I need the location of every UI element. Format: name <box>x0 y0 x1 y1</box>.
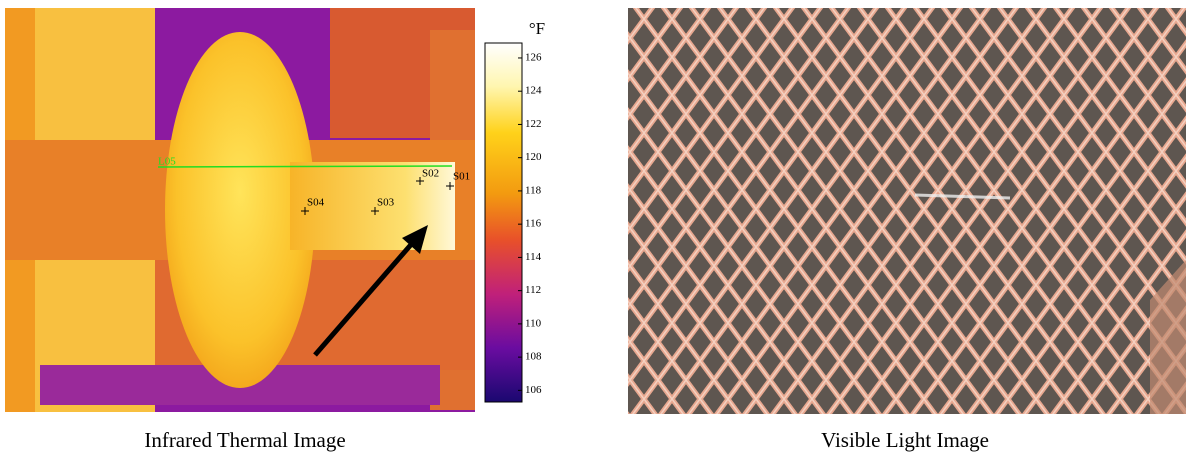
tick-label: 120 <box>525 151 542 163</box>
tick-label: 124 <box>525 85 542 97</box>
thermal-image: L05 S01 S02 S03 S04 <box>5 8 475 412</box>
tick-label: 114 <box>525 251 542 263</box>
tick-label: 110 <box>525 317 542 329</box>
caption: Visible Light Image <box>821 428 989 452</box>
caption: Infrared Thermal Image <box>144 428 345 452</box>
tick-label: 122 <box>525 118 542 130</box>
tick-label: 106 <box>525 384 542 396</box>
tick-label: 108 <box>525 351 542 363</box>
visible-image <box>628 8 1186 414</box>
tick-label: 118 <box>525 184 542 196</box>
tick-label: 126 <box>525 51 542 63</box>
spot-label: S04 <box>307 197 325 209</box>
tick-label: 116 <box>525 218 542 230</box>
line-label: L05 <box>158 156 176 168</box>
tick-label: 112 <box>525 284 541 296</box>
spot-label: S03 <box>377 197 395 209</box>
colorbar: °F 106 108 110 112 114 116 118 120 122 124 126 <box>484 19 545 403</box>
spot-label: S01 <box>453 171 470 183</box>
colorbar-unit: °F <box>529 19 545 38</box>
spot-label: S02 <box>422 168 439 180</box>
